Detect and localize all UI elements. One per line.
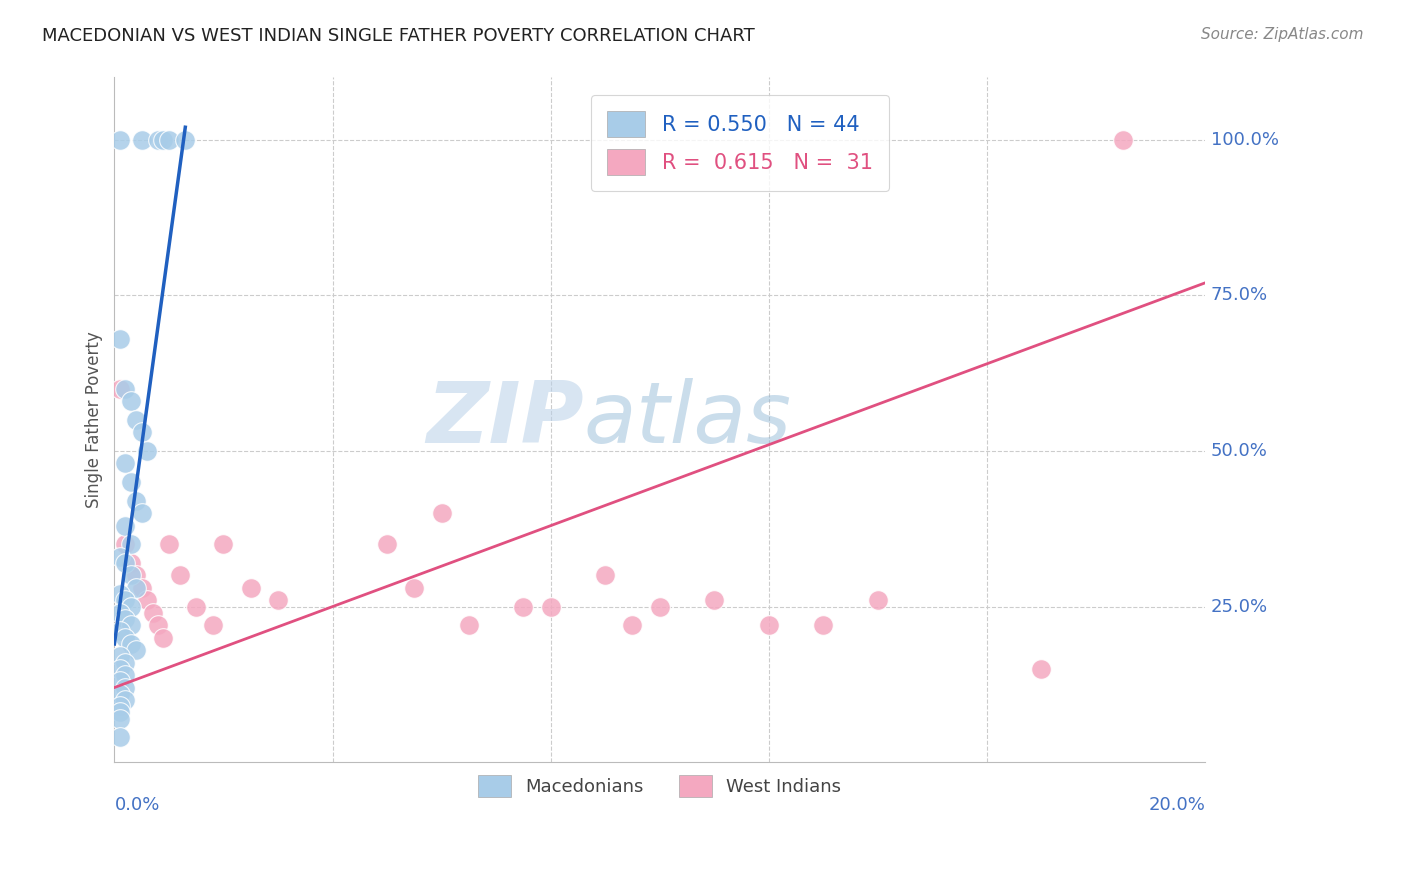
Point <box>114 681 136 695</box>
Text: 20.0%: 20.0% <box>1149 797 1205 814</box>
Point <box>114 518 136 533</box>
Point <box>430 506 453 520</box>
Point <box>114 668 136 682</box>
Point <box>131 506 153 520</box>
Point <box>108 549 131 564</box>
Legend: Macedonians, West Indians: Macedonians, West Indians <box>471 768 849 805</box>
Point <box>108 674 131 689</box>
Text: atlas: atlas <box>583 378 792 461</box>
Point <box>125 581 148 595</box>
Point <box>114 693 136 707</box>
Point <box>114 457 136 471</box>
Text: ZIP: ZIP <box>426 378 583 461</box>
Point <box>114 556 136 570</box>
Y-axis label: Single Father Poverty: Single Father Poverty <box>86 332 103 508</box>
Point <box>114 537 136 551</box>
Point <box>157 537 180 551</box>
Text: Source: ZipAtlas.com: Source: ZipAtlas.com <box>1201 27 1364 42</box>
Point <box>146 618 169 632</box>
Point <box>593 568 616 582</box>
Point <box>404 581 426 595</box>
Point <box>125 643 148 657</box>
Point <box>108 649 131 664</box>
Point <box>114 656 136 670</box>
Point <box>108 332 131 346</box>
Point <box>621 618 644 632</box>
Point <box>142 606 165 620</box>
Point <box>120 475 142 489</box>
Point <box>152 631 174 645</box>
Point <box>212 537 235 551</box>
Point <box>131 581 153 595</box>
Point <box>267 593 290 607</box>
Point <box>114 382 136 396</box>
Point <box>186 599 208 614</box>
Point <box>703 593 725 607</box>
Point <box>131 425 153 440</box>
Point <box>758 618 780 632</box>
Point <box>239 581 262 595</box>
Point <box>1112 133 1135 147</box>
Point <box>169 568 191 582</box>
Point <box>1031 662 1053 676</box>
Point <box>813 618 835 632</box>
Point <box>157 133 180 147</box>
Point <box>114 631 136 645</box>
Point <box>108 662 131 676</box>
Point <box>120 568 142 582</box>
Point <box>152 133 174 147</box>
Text: 100.0%: 100.0% <box>1211 131 1278 149</box>
Point <box>108 712 131 726</box>
Point <box>375 537 398 551</box>
Point <box>114 612 136 626</box>
Point <box>648 599 671 614</box>
Point <box>120 618 142 632</box>
Point <box>108 606 131 620</box>
Point <box>120 394 142 409</box>
Point <box>866 593 889 607</box>
Point <box>457 618 479 632</box>
Point <box>174 133 197 147</box>
Point <box>201 618 224 632</box>
Text: 0.0%: 0.0% <box>114 797 160 814</box>
Point <box>114 593 136 607</box>
Point <box>146 133 169 147</box>
Point <box>108 624 131 639</box>
Point <box>136 444 159 458</box>
Point <box>108 687 131 701</box>
Point <box>108 731 131 745</box>
Point <box>120 556 142 570</box>
Point <box>125 413 148 427</box>
Point <box>108 587 131 601</box>
Text: 75.0%: 75.0% <box>1211 286 1268 304</box>
Point <box>136 593 159 607</box>
Point <box>125 493 148 508</box>
Point <box>108 382 131 396</box>
Point <box>540 599 562 614</box>
Point <box>512 599 534 614</box>
Point <box>120 599 142 614</box>
Point <box>120 537 142 551</box>
Point <box>108 699 131 714</box>
Point <box>131 133 153 147</box>
Point <box>125 568 148 582</box>
Text: MACEDONIAN VS WEST INDIAN SINGLE FATHER POVERTY CORRELATION CHART: MACEDONIAN VS WEST INDIAN SINGLE FATHER … <box>42 27 755 45</box>
Point <box>120 637 142 651</box>
Text: 50.0%: 50.0% <box>1211 442 1267 460</box>
Point <box>108 706 131 720</box>
Point <box>108 133 131 147</box>
Text: 25.0%: 25.0% <box>1211 598 1268 615</box>
